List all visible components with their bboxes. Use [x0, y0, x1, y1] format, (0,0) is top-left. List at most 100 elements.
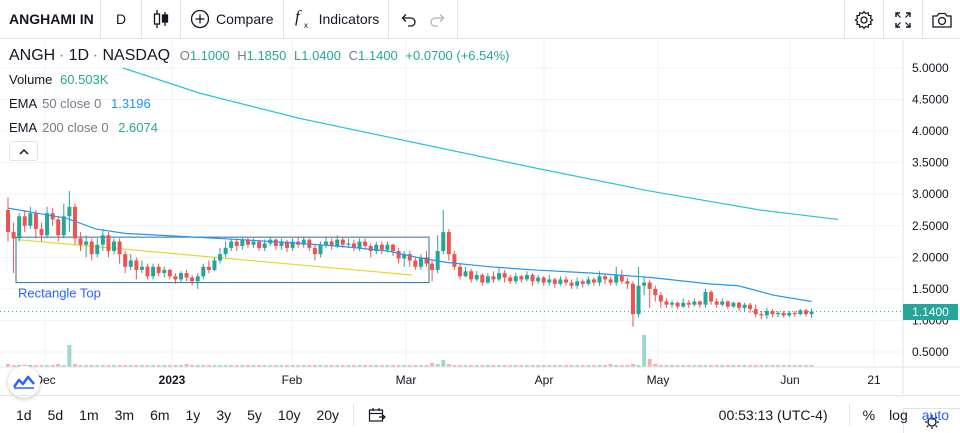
candle-body	[485, 276, 490, 283]
svg-text:f: f	[295, 8, 302, 26]
volume-bar	[664, 365, 669, 367]
candle-body	[190, 277, 195, 282]
volume-bar	[647, 359, 652, 367]
candle-body	[290, 241, 295, 248]
price-chart[interactable]: Rectangle Top 5.0000 4.5000 4.0000 3.5000 3.…	[0, 40, 960, 394]
candle-body	[480, 275, 485, 283]
candle-body	[558, 279, 563, 284]
symbol-search-button[interactable]: ANGHAMI IN	[0, 0, 100, 39]
candle-body	[374, 244, 379, 252]
redo-button[interactable]	[423, 0, 457, 39]
price-tick-label: 5.0000	[912, 61, 949, 75]
candle-body	[67, 206, 72, 217]
range-6m[interactable]: 6m	[150, 406, 170, 423]
legend-ema50[interactable]: EMA 50 close 0 1.3196	[9, 96, 151, 111]
volume-bar	[770, 365, 775, 367]
range-3m[interactable]: 3m	[114, 406, 135, 423]
range-1m[interactable]: 1m	[79, 406, 99, 423]
candle-body	[385, 244, 390, 250]
volume-bar	[335, 365, 340, 367]
candle-body	[240, 239, 245, 246]
volume-bar	[95, 365, 100, 367]
volume-bar	[307, 365, 312, 367]
volume-bar	[285, 365, 289, 367]
volume-bar	[50, 365, 55, 367]
candle-body	[251, 241, 256, 245]
candle-body	[536, 277, 541, 282]
candle-body	[681, 302, 686, 307]
candle-body	[178, 273, 183, 280]
candle-body	[6, 210, 10, 233]
candle-body	[206, 266, 211, 270]
chart-type-button[interactable]	[142, 0, 180, 39]
fullscreen-button[interactable]	[884, 0, 922, 39]
candle-body	[675, 302, 680, 307]
ema50-label: EMA	[9, 96, 37, 111]
indicators-button[interactable]: f x Indicators	[284, 0, 389, 39]
volume-bar	[469, 365, 474, 367]
candle-body	[430, 263, 435, 270]
last-price-label: 1.1400	[903, 303, 958, 320]
time-axis-settings-button[interactable]	[903, 408, 960, 433]
volume-bar	[351, 365, 356, 367]
compare-button[interactable]: Compare	[181, 0, 283, 39]
range-1d[interactable]: 1d	[16, 406, 32, 423]
volume-bar	[195, 365, 200, 367]
volume-bar	[61, 365, 66, 367]
volume-bar	[485, 365, 490, 367]
volume-bar	[100, 365, 105, 367]
volume-bar	[11, 365, 16, 367]
range-20y[interactable]: 20y	[316, 406, 340, 423]
volume-bar	[407, 365, 412, 367]
candle-body	[725, 301, 730, 307]
range-3y[interactable]: 3y	[216, 406, 232, 423]
volume-bar	[564, 365, 568, 367]
candle-body	[720, 301, 725, 305]
candle-body	[167, 269, 172, 277]
percent-scale-button[interactable]: %	[862, 407, 876, 423]
legend-volume[interactable]: Volume 60.503K	[9, 72, 108, 87]
candle-body	[245, 239, 250, 245]
legend-collapse-button[interactable]	[9, 141, 38, 161]
settings-button[interactable]	[845, 0, 883, 39]
toolbar-divider	[457, 0, 459, 39]
auto-scale-button[interactable]: auto	[921, 407, 949, 423]
volume-bar	[240, 365, 245, 367]
ohlc-close: 1.1400	[358, 48, 398, 63]
ema50-params: 50 close 0	[42, 96, 102, 111]
range-10y[interactable]: 10y	[277, 406, 301, 423]
volume-bar	[296, 365, 301, 367]
candle-body	[39, 228, 44, 236]
volume-bar	[709, 365, 714, 367]
legend-ema200[interactable]: EMA 200 close 0 2.6074	[9, 120, 158, 135]
volume-bar	[173, 365, 178, 367]
range-1y[interactable]: 1y	[185, 406, 201, 423]
screenshot-button[interactable]	[923, 0, 960, 39]
tradingview-logo-button[interactable]	[8, 366, 40, 398]
toolbar-divider	[180, 0, 181, 39]
volume-bar	[72, 364, 77, 367]
candle-body	[670, 302, 675, 305]
undo-button[interactable]	[389, 0, 423, 39]
volume-bar	[363, 365, 368, 367]
candle-body	[619, 275, 624, 282]
candle-body	[731, 302, 736, 307]
volume-bar	[435, 364, 440, 367]
candle-body	[195, 276, 200, 282]
clock-time[interactable]: 00:53:13 (UTC-4)	[718, 407, 828, 423]
volume-bar	[145, 365, 150, 367]
candle-body	[491, 276, 496, 280]
candle-body	[418, 257, 423, 267]
candle-body	[770, 310, 775, 315]
log-scale-button[interactable]: log	[889, 407, 908, 423]
candle-body	[201, 266, 206, 277]
candle-body	[351, 243, 356, 248]
range-5y[interactable]: 5y	[247, 406, 262, 423]
interval-button[interactable]: D	[101, 0, 141, 39]
price-tick-label: 3.0000	[912, 187, 949, 201]
goto-date-button[interactable]	[360, 396, 394, 433]
range-5d[interactable]: 5d	[47, 406, 64, 423]
chart-area[interactable]: Rectangle Top 5.0000 4.5000 4.0000 3.5000 3.…	[0, 40, 960, 433]
time-tick-label: 21	[867, 373, 881, 387]
candle-body	[658, 295, 663, 302]
